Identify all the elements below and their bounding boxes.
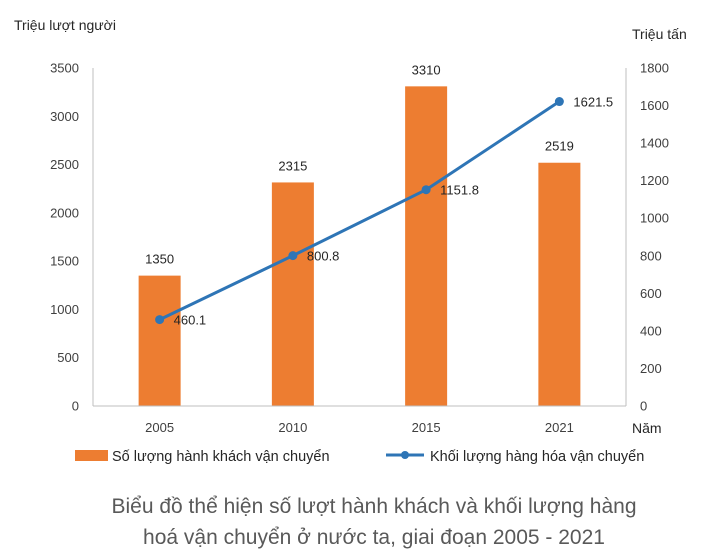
- y-right-tick-5: 1000: [640, 211, 669, 226]
- line-value-label-2021: 1621.5: [573, 95, 613, 110]
- y-left-tick-6: 3000: [50, 109, 79, 124]
- y-right-tick-4: 800: [640, 248, 662, 263]
- legend-bar-swatch: [75, 450, 108, 461]
- bar-value-label-2021: 2519: [545, 139, 574, 154]
- y-left-tick-0: 0: [72, 399, 79, 414]
- y-left-axis-title: Triệu lượt người: [14, 17, 116, 33]
- legend-bar-label: Số lượng hành khách vận chuyển: [112, 449, 330, 465]
- x-tick-labels: 2005 2010 2015 2021: [145, 420, 574, 435]
- bar-value-label-2010: 2315: [278, 158, 307, 173]
- bar-2005: [138, 275, 181, 406]
- y-left-tick-2: 1000: [50, 302, 79, 317]
- line-value-label-2010: 800.8: [307, 249, 340, 264]
- bar-2015: [405, 86, 448, 406]
- line-path: [158, 100, 561, 321]
- legend-line-marker: [401, 451, 409, 459]
- line-series: [155, 97, 564, 325]
- y-right-tick-3: 600: [640, 286, 662, 301]
- x-tick-0: 2005: [145, 420, 174, 435]
- y-left-tick-7: 3500: [50, 61, 79, 76]
- line-point-2010: [288, 251, 298, 261]
- bar-2010: [271, 182, 314, 406]
- line-point-2015: [421, 185, 431, 195]
- chart-caption-line-2: hoá vận chuyển ở nước ta, giai đoạn 2005…: [143, 526, 605, 549]
- x-tick-1: 2010: [278, 420, 307, 435]
- y-right-tick-2: 400: [640, 323, 662, 338]
- line-point-2005: [155, 315, 165, 325]
- legend-line-label: Khối lượng hàng hóa vận chuyển: [430, 449, 644, 465]
- y-right-tick-6: 1200: [640, 173, 669, 188]
- bar-2021: [538, 162, 581, 406]
- y-left-tick-1: 500: [57, 350, 79, 365]
- x-axis-title: Năm: [632, 420, 662, 436]
- y-right-tick-9: 1800: [640, 61, 669, 76]
- y-left-tick-4: 2000: [50, 205, 79, 220]
- y-right-tick-8: 1600: [640, 98, 669, 113]
- y-left-tick-3: 1500: [50, 254, 79, 269]
- y-right-tick-7: 1400: [640, 136, 669, 151]
- line-point-2021: [554, 97, 564, 107]
- y-right-tick-0: 0: [640, 399, 647, 414]
- line-value-label-2005: 460.1: [174, 313, 207, 328]
- x-tick-2: 2015: [412, 420, 441, 435]
- legend: Số lượng hành khách vận chuyển Khối lượn…: [75, 449, 644, 465]
- y-right-tick-1: 200: [640, 361, 662, 376]
- bar-value-label-2015: 3310: [412, 62, 441, 77]
- bar-value-label-2005: 1350: [145, 252, 174, 267]
- y-left-tick-5: 2500: [50, 157, 79, 172]
- y-right-axis-title: Triệu tấn: [632, 26, 687, 42]
- y-left-tick-labels: 0 500 1000 1500 2000 2500 3000 3500: [50, 61, 79, 414]
- data-labels: 1350 2315 3310 2519 460.1 800.8 1151.8 1621.5: [145, 62, 613, 327]
- x-tick-3: 2021: [545, 420, 574, 435]
- line-value-label-2015: 1151.8: [440, 183, 479, 198]
- bar-series: [138, 86, 581, 406]
- chart-caption-line-1: Biểu đồ thể hiện số lượt hành khách và k…: [112, 495, 637, 518]
- y-right-tick-labels: 0 200 400 600 800 1000 1200 1400 1600 1800: [640, 61, 669, 414]
